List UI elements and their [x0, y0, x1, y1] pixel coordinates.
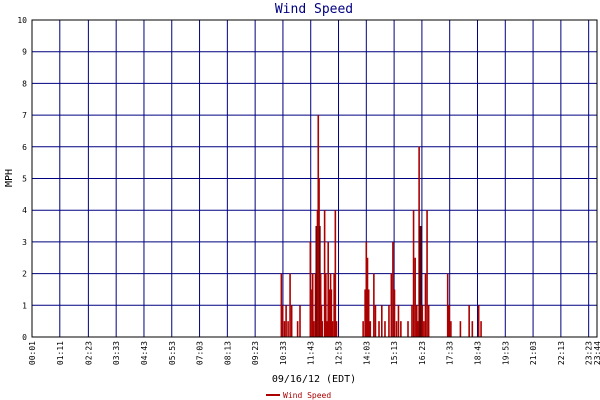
x-tick-label: 08:13 — [223, 341, 232, 365]
y-axis-label: MPH — [4, 169, 15, 187]
y-tick-label: 9 — [22, 48, 27, 57]
x-tick-label: 23:23 — [585, 341, 594, 365]
y-tick-label: 1 — [22, 301, 27, 310]
x-axis-label: 09/16/12 (EDT) — [272, 374, 356, 385]
x-tick-label: 05:53 — [168, 341, 177, 365]
chart-title: Wind Speed — [275, 2, 353, 17]
x-tick-label: 11:43 — [307, 341, 316, 365]
x-tick-label: 17:33 — [446, 341, 455, 365]
x-tick-label: 12:53 — [335, 341, 344, 365]
x-tick-label: 23:44 — [593, 341, 600, 365]
x-tick-label: 00:01 — [28, 341, 37, 365]
x-tick-label: 01:11 — [56, 341, 65, 365]
y-tick-label: 8 — [22, 79, 27, 88]
x-tick-label: 22:13 — [557, 341, 566, 365]
x-tick-label: 09:23 — [251, 341, 260, 365]
y-tick-label: 2 — [22, 270, 27, 279]
x-tick-label: 02:23 — [84, 341, 93, 365]
y-tick-label: 4 — [22, 206, 27, 215]
grid-lines — [31, 19, 598, 338]
x-tick-label: 16:23 — [418, 341, 427, 365]
y-tick-label: 10 — [17, 16, 27, 25]
y-tick-label: 7 — [22, 111, 27, 120]
x-tick-label: 15:13 — [390, 341, 399, 365]
plot-frame — [31, 19, 598, 338]
y-tick-label: 6 — [22, 143, 27, 152]
x-tick-label: 10:33 — [279, 341, 288, 365]
x-tick-label: 07:03 — [196, 341, 205, 365]
series-bars — [280, 115, 482, 337]
x-tick-labels: 00:01 01:11 02:23 03:33 04:43 05:53 07:03 08:13… — [28, 341, 600, 365]
x-tick-label: 03:33 — [112, 341, 121, 365]
x-tick-label: 04:43 — [140, 341, 149, 365]
y-tick-label: 3 — [22, 238, 27, 247]
y-tick-label: 5 — [22, 175, 27, 184]
x-tick-label: 18:43 — [473, 341, 482, 365]
legend: Wind Speed — [266, 391, 331, 400]
legend-label: Wind Speed — [283, 391, 331, 400]
x-tick-label: 14:03 — [362, 341, 371, 365]
x-tick-label: 21:03 — [529, 341, 538, 365]
y-tick-labels: 0 1 2 3 4 5 6 7 8 9 10 — [17, 16, 27, 342]
x-tick-label: 19:53 — [501, 341, 510, 365]
y-tick-label: 0 — [22, 333, 27, 342]
